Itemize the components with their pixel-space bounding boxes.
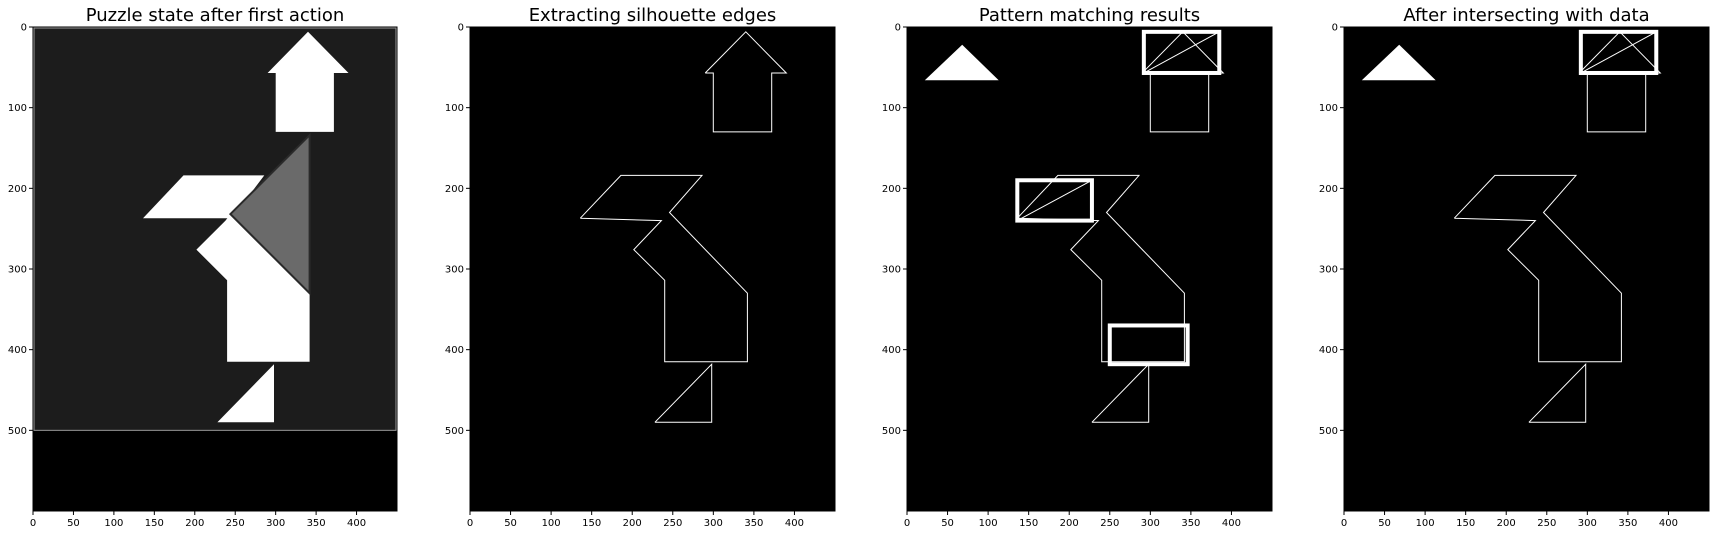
x-tick-label: 250 — [226, 518, 245, 529]
panel-1: Puzzle state after first action 0 50 100 150… — [8, 5, 398, 529]
silhouette-edge-1 — [1141, 31, 1225, 133]
placed-triangle-piece — [228, 132, 311, 296]
match-diagonal — [1580, 31, 1657, 74]
x-tick-label: 300 — [704, 518, 723, 529]
y-tick-label: 100 — [445, 103, 464, 114]
x-tick-label: 400 — [1222, 518, 1241, 529]
x-tick-label: 100 — [542, 518, 561, 529]
silhouette-edge-3 — [1528, 362, 1587, 423]
x-tick-label: 200 — [623, 518, 642, 529]
x-tick-label: 350 — [744, 518, 763, 529]
y-tick-label: 300 — [882, 265, 901, 276]
match-box-1 — [1141, 29, 1222, 75]
silhouette-edge-3 — [1091, 362, 1150, 423]
x-tick-label: 400 — [1659, 518, 1678, 529]
y-tick-label: 0 — [1332, 23, 1338, 34]
y-tick-label: 500 — [882, 426, 901, 437]
y-tick-label: 300 — [8, 265, 27, 276]
y-tick-label: 0 — [458, 23, 464, 34]
x-tick-label: 100 — [979, 518, 998, 529]
x-tick-label: 100 — [104, 518, 123, 529]
y-tick-label: 500 — [8, 426, 27, 437]
y-tick-label: 100 — [8, 103, 27, 114]
match-box-2 — [1015, 178, 1094, 223]
silhouette-arrow — [267, 31, 349, 132]
bottom-band — [33, 430, 397, 511]
panel-title: Extracting silhouette edges — [529, 5, 777, 26]
x-tick-label: 350 — [307, 518, 326, 529]
y-tick-label: 200 — [1319, 184, 1338, 195]
x-tick-label: 250 — [663, 518, 682, 529]
x-tick-label: 0 — [30, 518, 36, 529]
template-triangle — [1361, 44, 1436, 81]
y-tick-label: 400 — [1319, 345, 1338, 356]
x-tick-label: 0 — [1341, 518, 1347, 529]
silhouette-edge-3 — [654, 362, 713, 423]
y-tick-label: 400 — [8, 345, 27, 356]
panel-title: After intersecting with data — [1403, 5, 1649, 26]
y-tick-label: 200 — [882, 184, 901, 195]
image-background — [907, 27, 1272, 511]
panel-4: After intersecting with data 0 50 100 150 200… — [1319, 5, 1710, 529]
silhouette-upper-body — [143, 175, 265, 219]
x-tick-label: 150 — [582, 518, 601, 529]
y-tick-label: 400 — [445, 345, 464, 356]
x-tick-label: 300 — [266, 518, 285, 529]
silhouette-edge-1 — [1578, 31, 1662, 133]
x-tick-label: 250 — [1537, 518, 1556, 529]
x-tick-label: 50 — [941, 518, 954, 529]
x-tick-label: 0 — [904, 518, 910, 529]
panel-title: Pattern matching results — [979, 5, 1200, 26]
match-diagonal — [1017, 179, 1093, 222]
image-background — [470, 27, 835, 511]
silhouette-foot — [217, 364, 274, 423]
x-tick-label: 200 — [185, 518, 204, 529]
x-tick-label: 400 — [785, 518, 804, 529]
x-tick-label: 300 — [1578, 518, 1597, 529]
x-tick-label: 150 — [145, 518, 164, 529]
y-tick-label: 500 — [445, 426, 464, 437]
x-tick-label: 400 — [347, 518, 366, 529]
x-tick-label: 50 — [504, 518, 517, 529]
x-tick-label: 350 — [1181, 518, 1200, 529]
x-tick-label: 250 — [1100, 518, 1119, 529]
y-tick-label: 300 — [445, 265, 464, 276]
y-tick-label: 200 — [8, 184, 27, 195]
y-tick-label: 400 — [882, 345, 901, 356]
y-tick-label: 300 — [1319, 265, 1338, 276]
y-tick-label: 200 — [445, 184, 464, 195]
y-tick-label: 0 — [21, 23, 27, 34]
silhouette-edge-2 — [1016, 174, 1185, 363]
panel-2: Extracting silhouette edges 0 50 100 150 200 2… — [445, 5, 836, 529]
x-tick-label: 300 — [1141, 518, 1160, 529]
panel-title: Puzzle state after first action — [86, 5, 345, 26]
y-tick-label: 500 — [1319, 426, 1338, 437]
x-tick-label: 0 — [467, 518, 473, 529]
y-tick-label: 100 — [1319, 103, 1338, 114]
match-box-1 — [1578, 29, 1659, 75]
template-triangle — [924, 44, 999, 81]
x-tick-label: 200 — [1497, 518, 1516, 529]
x-tick-label: 200 — [1060, 518, 1079, 529]
silhouette-edge-1 — [704, 31, 788, 133]
y-tick-label: 100 — [882, 103, 901, 114]
x-tick-label: 150 — [1019, 518, 1038, 529]
match-diagonal — [1143, 31, 1220, 74]
x-tick-label: 50 — [1378, 518, 1391, 529]
silhouette-edge-2 — [1453, 174, 1622, 363]
x-tick-label: 350 — [1618, 518, 1637, 529]
x-tick-label: 150 — [1456, 518, 1475, 529]
silhouette-edge-2 — [579, 174, 748, 363]
match-box-3 — [1107, 323, 1190, 367]
y-tick-label: 0 — [895, 23, 901, 34]
image-background — [1344, 27, 1709, 511]
x-tick-label: 100 — [1416, 518, 1435, 529]
x-tick-label: 50 — [67, 518, 80, 529]
panel-3: Pattern matching results 0 50 100 150 200 250 3… — [882, 5, 1273, 529]
board-border — [33, 27, 397, 431]
